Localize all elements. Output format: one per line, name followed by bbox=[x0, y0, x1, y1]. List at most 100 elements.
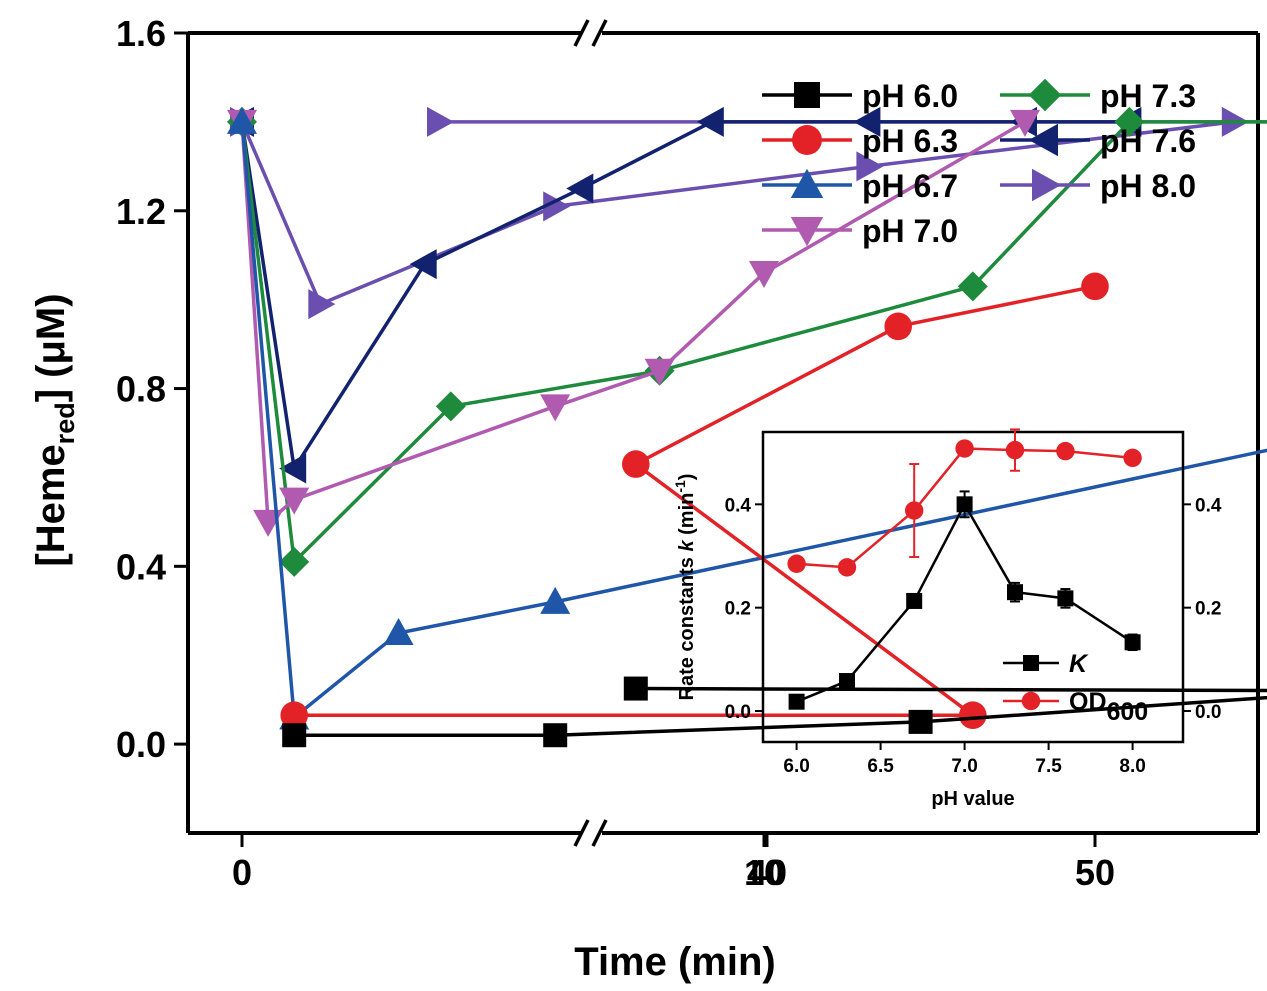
y-axis-label-main: [Heme bbox=[29, 444, 73, 566]
inset-right-y-tick-label: 0.2 bbox=[1195, 599, 1221, 620]
data-point bbox=[856, 151, 884, 182]
inset-y-tick-label: 0.0 bbox=[725, 702, 751, 723]
series-line bbox=[240, 121, 1267, 721]
inset-data-point bbox=[956, 496, 973, 513]
data-point bbox=[308, 289, 336, 320]
inset-legend-entry: K bbox=[1003, 650, 1089, 678]
inset-data-point bbox=[837, 558, 857, 577]
data-point bbox=[959, 701, 987, 730]
y-tick-label: 0.4 bbox=[116, 546, 166, 587]
inset-y-tick-label: 0.2 bbox=[725, 599, 751, 620]
legend-entry: pH 6.7 bbox=[762, 168, 958, 204]
x-tick-label: 40 bbox=[747, 852, 787, 893]
inset-series-k bbox=[788, 490, 1141, 710]
main-ticks: 0 10 20 40 50 0.0 0.4 0.8 1.2 1.6 bbox=[116, 13, 1267, 893]
x-tick-label: 20 bbox=[1266, 852, 1267, 893]
inset-x-tick-label: 8.0 bbox=[1119, 756, 1145, 777]
data-point bbox=[279, 453, 307, 484]
data-point bbox=[1081, 272, 1109, 301]
y-axis-label-tail: ] (μM) bbox=[29, 293, 73, 402]
inset-data-point bbox=[906, 592, 923, 609]
inset-chart: 6.0 6.5 7.0 7.5 8.0 0.0 0.2 0.4 0.0 0.2 0.4 K OD600… bbox=[672, 428, 1222, 810]
legend-label: pH 7.3 bbox=[1100, 78, 1196, 114]
inset-legend-label: K bbox=[1069, 650, 1089, 678]
inset-x-tick-label: 6.0 bbox=[783, 756, 809, 777]
inset-data-point bbox=[1056, 441, 1075, 461]
legend: pH 6.0 pH 6.3 pH 6.7 pH 7.0 pH 7.3 pH 7.6 pH 8… bbox=[762, 78, 1196, 249]
legend-swatch-marker bbox=[792, 125, 822, 155]
data-point bbox=[282, 723, 307, 748]
inset-data-point bbox=[905, 501, 924, 520]
x-axis-label: Time (min) bbox=[574, 940, 776, 984]
inset-data-point bbox=[788, 693, 805, 710]
inset-series bbox=[787, 428, 1142, 710]
inset-data-point bbox=[839, 673, 855, 690]
series-ph-6.0 bbox=[282, 676, 1267, 748]
inset-legend-label: OD600 bbox=[1069, 688, 1148, 726]
inset-y-label-unit: (min bbox=[676, 493, 698, 541]
legend-label: pH 6.0 bbox=[862, 78, 958, 114]
inset-y-label-main: Rate constants bbox=[676, 552, 698, 701]
data-point bbox=[280, 701, 309, 730]
data-point bbox=[749, 261, 779, 288]
inset-legend: K OD600 bbox=[1003, 650, 1148, 726]
main-chart: 0 10 20 40 50 0.0 0.4 0.8 1.2 1.6 Time (min) [Hem… bbox=[29, 13, 1267, 984]
inset-y-label-sup: -1 bbox=[672, 480, 688, 493]
data-point bbox=[540, 394, 571, 422]
x-tick-label: 50 bbox=[1075, 852, 1115, 893]
legend-entry: pH 6.3 bbox=[762, 123, 958, 159]
data-point bbox=[435, 391, 466, 422]
legend-swatch-marker bbox=[790, 168, 824, 198]
data-point bbox=[543, 191, 571, 222]
y-tick-label: 0.8 bbox=[116, 369, 166, 410]
inset-x-tick-label: 6.5 bbox=[867, 756, 894, 777]
legend-swatch-marker bbox=[1028, 123, 1058, 157]
data-point bbox=[279, 487, 310, 515]
inset-data-point bbox=[787, 554, 806, 573]
inset-y-label-close: ) bbox=[676, 474, 698, 481]
legend-label: pH 8.0 bbox=[1100, 168, 1196, 204]
data-point bbox=[566, 173, 594, 204]
legend-entry: pH 7.6 bbox=[1000, 123, 1196, 159]
data-point bbox=[1114, 106, 1145, 137]
y-tick-label: 1.6 bbox=[116, 13, 166, 54]
inset-data-point bbox=[1123, 448, 1142, 468]
legend-label: pH 6.3 bbox=[862, 123, 958, 159]
data-point bbox=[644, 358, 675, 386]
data-point bbox=[696, 106, 724, 137]
inset-y-label-italic: k bbox=[676, 540, 698, 552]
legend-label: pH 7.6 bbox=[1100, 123, 1196, 159]
y-axis-label: [Hemered] (μM) bbox=[29, 293, 80, 566]
inset-data-point bbox=[1005, 440, 1025, 460]
inset-right-y-tick-label: 0.4 bbox=[1195, 495, 1222, 516]
legend-entry: pH 6.0 bbox=[762, 78, 958, 114]
series-ph-7.3 bbox=[227, 106, 1267, 577]
inset-data-point bbox=[1057, 590, 1074, 607]
legend-swatch-marker bbox=[1032, 168, 1062, 202]
data-point bbox=[383, 618, 414, 645]
series-ph-7.6 bbox=[227, 106, 1142, 484]
data-point bbox=[884, 312, 912, 341]
y-tick-label: 1.2 bbox=[116, 191, 166, 232]
y-tick-label: 0.0 bbox=[116, 724, 166, 765]
x-tick-label: 10 bbox=[744, 852, 784, 893]
legend-entry: pH 7.3 bbox=[1000, 78, 1196, 114]
series-line bbox=[240, 120, 1130, 474]
y-axis-label-sub: red bbox=[50, 402, 80, 444]
main-series bbox=[227, 106, 1267, 748]
inset-x-axis-label: pH value bbox=[931, 788, 1014, 810]
series-line bbox=[240, 120, 1267, 566]
data-point bbox=[1010, 109, 1040, 137]
data-point bbox=[957, 271, 988, 302]
legend-entry: pH 8.0 bbox=[1000, 168, 1196, 204]
inset-right-y-tick-label: 0.0 bbox=[1195, 702, 1221, 723]
inset-legend-swatch-marker bbox=[1021, 691, 1041, 711]
inset-data-point bbox=[1124, 634, 1141, 651]
inset-legend-swatch-marker bbox=[1023, 655, 1039, 671]
x-tick-label: 0 bbox=[232, 852, 252, 893]
data-point bbox=[623, 676, 648, 701]
legend-entry: pH 7.0 bbox=[762, 213, 958, 249]
inset-x-tick-label: 7.0 bbox=[951, 756, 977, 777]
data-point bbox=[622, 450, 650, 478]
